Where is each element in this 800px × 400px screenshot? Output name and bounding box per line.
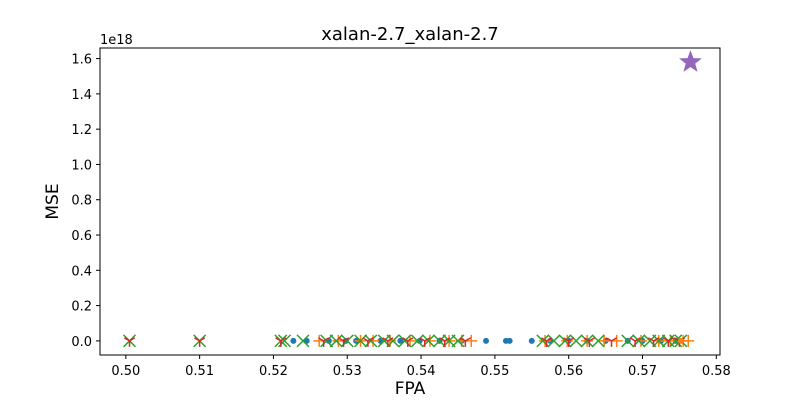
data-point-plus bbox=[598, 334, 611, 347]
data-point-tri-down bbox=[540, 337, 553, 347]
y-tick-label: 0.4 bbox=[71, 264, 92, 279]
y-axis-label: MSE bbox=[43, 183, 63, 219]
data-point-x bbox=[354, 334, 368, 348]
data-point-plus bbox=[682, 334, 695, 347]
data-point-x bbox=[320, 334, 334, 348]
data-point-x bbox=[652, 334, 666, 348]
y-tick-label: 0.2 bbox=[71, 300, 92, 315]
data-point-plus bbox=[465, 334, 478, 347]
x-tick-label: 0.52 bbox=[259, 364, 288, 379]
data-point-tri-down bbox=[629, 337, 641, 347]
y-tick-label: 0.6 bbox=[71, 229, 92, 244]
data-point-x bbox=[451, 334, 465, 348]
data-point-circle bbox=[290, 337, 297, 344]
data-point-star bbox=[679, 50, 702, 72]
data-point-circle bbox=[483, 337, 490, 344]
data-point-plus bbox=[404, 334, 416, 347]
data-point-plus bbox=[384, 334, 397, 347]
x-tick-label: 0.54 bbox=[407, 364, 436, 379]
plot-frame bbox=[99, 47, 721, 356]
y-offset-label: 1e18 bbox=[100, 33, 133, 48]
data-point-tri-down bbox=[647, 337, 660, 347]
data-point-tri-down bbox=[459, 337, 471, 347]
x-axis-label: FPA bbox=[395, 379, 426, 399]
data-point-x bbox=[569, 334, 583, 348]
data-point-x bbox=[580, 334, 594, 348]
x-tick-label: 0.53 bbox=[333, 364, 362, 379]
y-tick-label: 1.6 bbox=[71, 53, 92, 68]
data-point-x bbox=[621, 334, 635, 348]
x-tick-label: 0.57 bbox=[628, 364, 657, 379]
data-point-tri-down bbox=[605, 337, 618, 347]
y-tick-label: 1.2 bbox=[71, 123, 92, 138]
data-point-x bbox=[398, 334, 412, 348]
data-point-x bbox=[432, 334, 447, 348]
axes-layer: 0.50 0.51 0.52 0.53 0.54 0.55 0.56 0.57 0.58 0.0 0… bbox=[71, 53, 730, 379]
data-point-tri-down bbox=[337, 337, 350, 347]
marks-layer bbox=[122, 50, 702, 348]
chart-title: xalan-2.7_xalan-2.7 bbox=[321, 24, 499, 45]
y-tick-label: 1.4 bbox=[71, 88, 92, 103]
data-point-circle bbox=[397, 337, 404, 344]
data-point-x bbox=[410, 334, 424, 348]
x-tick-label: 0.51 bbox=[185, 364, 214, 379]
data-point-x bbox=[296, 334, 310, 348]
data-point-tri-down bbox=[563, 337, 575, 347]
data-point-x bbox=[329, 334, 343, 348]
data-point-tri-down bbox=[583, 337, 595, 347]
data-point-tri-down bbox=[275, 337, 287, 347]
data-point-tri-down bbox=[194, 337, 206, 347]
x-tick-label: 0.55 bbox=[480, 364, 509, 379]
data-point-x bbox=[591, 334, 605, 348]
data-point-x bbox=[386, 334, 400, 348]
x-tick-label: 0.58 bbox=[702, 364, 731, 379]
data-point-tri-down bbox=[662, 337, 674, 347]
data-point-x bbox=[364, 334, 378, 348]
data-point-tri-down bbox=[439, 337, 451, 347]
data-point-tri-down bbox=[123, 337, 136, 347]
data-point-circle bbox=[677, 337, 684, 344]
data-point-tri-down bbox=[402, 337, 414, 347]
data-point-circle bbox=[528, 337, 535, 344]
data-point-tri-down bbox=[318, 337, 330, 347]
y-tick-label: 0.8 bbox=[71, 194, 92, 209]
data-point-tri-down bbox=[419, 337, 431, 347]
x-tick-label: 0.56 bbox=[554, 364, 583, 379]
data-point-tri-down bbox=[362, 337, 374, 347]
data-point-plus bbox=[664, 334, 677, 347]
data-point-x bbox=[547, 334, 561, 348]
data-point-plus bbox=[635, 334, 648, 347]
data-point-tri-down bbox=[382, 337, 394, 347]
y-tick-label: 0.0 bbox=[71, 335, 92, 350]
x-tick-label: 0.50 bbox=[111, 364, 140, 379]
data-point-circle bbox=[506, 337, 513, 344]
y-tick-label: 1.0 bbox=[71, 158, 92, 173]
